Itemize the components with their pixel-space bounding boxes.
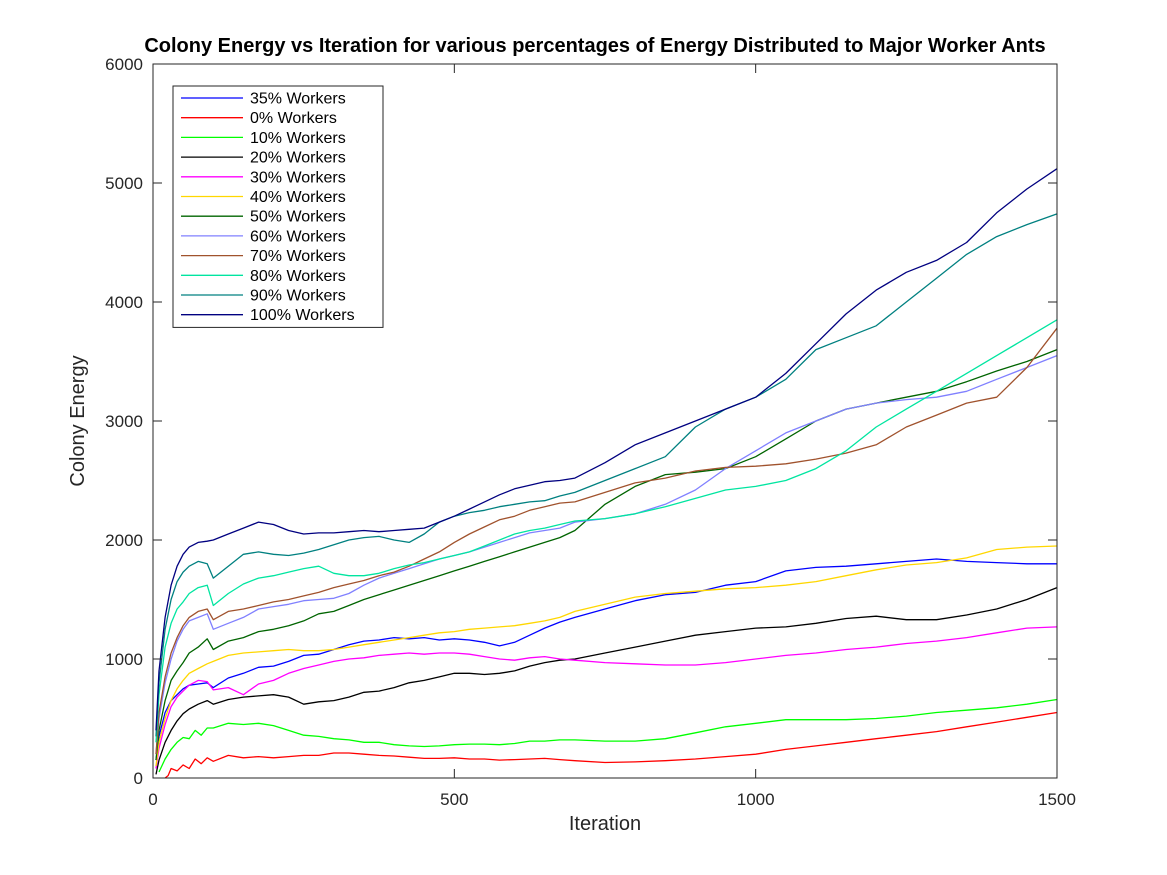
legend-entry-label: 60% Workers bbox=[250, 228, 346, 245]
legend-box bbox=[172, 85, 384, 328]
x-axis-label: Iteration bbox=[569, 813, 641, 835]
axis-ticks: 0 500 1000 1500 0 1000 2000 3000 4000 5000 6000 bbox=[105, 55, 1076, 809]
legend-entry-label: 70% Workers bbox=[250, 248, 346, 265]
series-line-6 bbox=[155, 348, 1058, 761]
series-line-11 bbox=[155, 168, 1058, 731]
legend-entry-label: 10% Workers bbox=[250, 130, 346, 147]
y-tick-label: 3000 bbox=[105, 412, 143, 431]
legend-entry-label: 90% Workers bbox=[250, 288, 346, 305]
series-line-5 bbox=[155, 545, 1058, 767]
legend-entry-label: 80% Workers bbox=[250, 268, 346, 285]
legend-entry-label: 20% Workers bbox=[250, 150, 346, 167]
y-tick-label: 6000 bbox=[105, 55, 143, 74]
series-line-3 bbox=[155, 586, 1058, 775]
plot-area bbox=[155, 168, 1058, 779]
y-tick-label: 1000 bbox=[105, 650, 143, 669]
series-line-8 bbox=[155, 327, 1058, 755]
legend-entry-label: 50% Workers bbox=[250, 209, 346, 226]
legend-entry-label: 40% Workers bbox=[250, 189, 346, 206]
y-tick-label: 5000 bbox=[105, 174, 143, 193]
legend-entry-label: 0% Workers bbox=[250, 110, 337, 127]
x-tick-label: 500 bbox=[440, 790, 468, 809]
legend-entry-label: 35% Workers bbox=[250, 91, 346, 108]
y-axis-label: Colony Energy bbox=[67, 355, 89, 486]
series-line-2 bbox=[158, 698, 1058, 773]
y-tick-label: 4000 bbox=[105, 293, 143, 312]
series-line-4 bbox=[155, 626, 1058, 769]
legend: 35% Workers 0% Workers 10% Workers 20% Work… bbox=[172, 85, 384, 328]
x-tick-label: 1000 bbox=[737, 790, 775, 809]
series-line-1 bbox=[164, 711, 1058, 779]
chart-title: Colony Energy vs Iteration for various p… bbox=[144, 35, 1045, 57]
legend-entry-label: 30% Workers bbox=[250, 169, 346, 186]
x-tick-label: 1500 bbox=[1038, 790, 1076, 809]
y-tick-label: 0 bbox=[134, 769, 143, 788]
series-line-9 bbox=[155, 319, 1058, 743]
legend-entry-label: 100% Workers bbox=[250, 307, 355, 324]
x-tick-label: 0 bbox=[148, 790, 157, 809]
y-tick-label: 2000 bbox=[105, 531, 143, 550]
